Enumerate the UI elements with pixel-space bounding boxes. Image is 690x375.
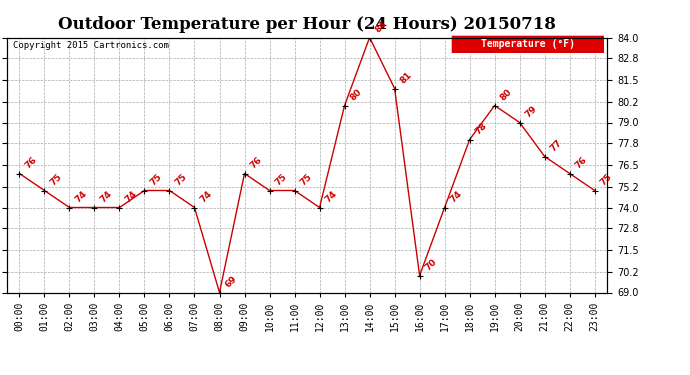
Text: 75: 75: [599, 172, 614, 188]
Text: 76: 76: [23, 155, 39, 171]
Text: 76: 76: [574, 155, 589, 171]
Text: 81: 81: [399, 70, 414, 86]
Text: 74: 74: [199, 189, 214, 205]
Text: 74: 74: [448, 189, 464, 205]
Text: Copyright 2015 Cartronics.com: Copyright 2015 Cartronics.com: [13, 41, 169, 50]
Text: 80: 80: [499, 88, 514, 103]
Text: 75: 75: [148, 172, 164, 188]
Text: 84: 84: [374, 20, 389, 35]
Text: 75: 75: [274, 172, 289, 188]
Text: 74: 74: [74, 189, 89, 205]
Text: 69: 69: [224, 274, 239, 290]
Text: 70: 70: [424, 258, 439, 273]
Text: 79: 79: [524, 104, 539, 120]
Text: 80: 80: [348, 88, 364, 103]
Text: 75: 75: [299, 172, 314, 188]
Title: Outdoor Temperature per Hour (24 Hours) 20150718: Outdoor Temperature per Hour (24 Hours) …: [58, 16, 556, 33]
Text: 78: 78: [474, 122, 489, 137]
Text: 77: 77: [549, 138, 564, 154]
Text: 76: 76: [248, 155, 264, 171]
Text: 74: 74: [124, 189, 139, 205]
Text: 75: 75: [174, 172, 189, 188]
Text: 75: 75: [48, 172, 64, 188]
Text: 74: 74: [324, 189, 339, 205]
Text: 74: 74: [99, 189, 114, 205]
